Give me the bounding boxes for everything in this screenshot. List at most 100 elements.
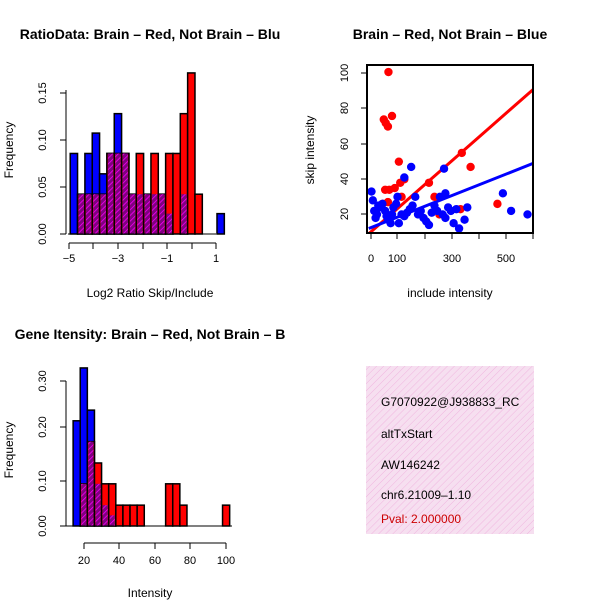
c3-blue-bar-0 xyxy=(72,420,81,527)
scatter-blue-point-38 xyxy=(454,224,464,233)
ratio-histogram-x-ticks: −5 −3 −1 1 xyxy=(63,243,219,265)
scatter-y-ticks: 20 40 60 80 100 xyxy=(339,64,367,220)
scatter-ylabel: skip intensity xyxy=(303,116,317,185)
c3-overlap-bar-2 xyxy=(88,441,94,526)
gene-y-tick-label-1: 0.10 xyxy=(37,470,49,491)
scatter-x-ticks: 0 100 300 500 xyxy=(368,233,534,265)
gene-x-tick-label-3: 80 xyxy=(184,555,196,567)
c3-red-bar-5 xyxy=(115,504,124,527)
gene-y-tick-label-3: 0.30 xyxy=(37,370,49,391)
scatter-blue-point-1 xyxy=(368,196,378,205)
ratio-histogram-xlabel: Log2 Ratio Skip/Include xyxy=(87,286,214,300)
ratio-y-tick-label-1: 0.05 xyxy=(37,176,49,197)
scatter-blue-point-7 xyxy=(378,199,387,209)
ratio-y-tick-label-3: 0.15 xyxy=(37,82,49,103)
scatter-red-point-16 xyxy=(457,148,467,158)
c1-red-bar-16 xyxy=(194,193,204,235)
c3-red-bar-8 xyxy=(136,504,146,527)
c1-overlap-bar-7 xyxy=(122,153,128,234)
gene-x-tick-label-2: 60 xyxy=(149,555,161,567)
scatter-x-tick-label-2: 300 xyxy=(443,253,461,265)
scatter-blue-point-11 xyxy=(386,219,395,228)
c1-overlap-bar-3 xyxy=(93,194,99,234)
c1-overlap-bar-14 xyxy=(181,194,187,234)
c1-blue-bar-0 xyxy=(69,152,79,235)
scatter-blue-point-12 xyxy=(387,210,397,219)
c1-overlap-bar-12 xyxy=(159,194,165,234)
ratio-histogram-title: RatioData: Brain – Red, Not Brain – Blu xyxy=(20,26,281,42)
scatter-blue-point-45 xyxy=(498,189,508,198)
c3-red-bar-11 xyxy=(179,504,188,527)
info-panel: G7070922@J938833_RC altTxStart AW146242 … xyxy=(366,366,534,534)
scatter-blue-point-21 xyxy=(408,201,417,210)
info-pval: Pval: 2.000000 xyxy=(381,512,461,526)
scatter-blue-point-14 xyxy=(391,199,401,209)
scatter-blue-point-47 xyxy=(523,210,532,219)
ratio-y-tick-label-0: 0.00 xyxy=(37,223,49,244)
scatter-blue-points xyxy=(367,162,532,233)
scatter-red-point-3 xyxy=(383,122,393,131)
scatter-y-tick-label-3: 80 xyxy=(339,102,351,114)
scatter-red-point-5 xyxy=(394,157,404,166)
scatter-red-point-17 xyxy=(466,162,475,172)
c1-blue-bar-15 xyxy=(216,212,226,235)
info-accession: AW146242 xyxy=(381,458,440,472)
scatter-blue-point-41 xyxy=(439,164,449,173)
scatter-blue-point-46 xyxy=(506,206,516,216)
scatter-blue-point-43 xyxy=(441,189,450,198)
gene-histogram-title: Gene Itensity: Brain – Red, Not Brain – … xyxy=(15,326,286,342)
info-location: chr6.21009–1.10 xyxy=(381,488,471,502)
ratio-histogram-ylabel: Frequency xyxy=(2,122,16,179)
scatter-blue-point-0 xyxy=(367,187,376,196)
gene-histogram-overlap-bars xyxy=(81,441,115,526)
scatter-red-point-20 xyxy=(493,199,502,209)
scatter-x-tick-label-1: 100 xyxy=(388,253,406,265)
c3-overlap-bar-1 xyxy=(81,483,87,526)
c1-overlap-bar-1 xyxy=(78,194,84,234)
c1-overlap-bar-2 xyxy=(85,194,92,234)
c3-red-bar-7 xyxy=(129,504,138,527)
scatter-y-tick-label-0: 20 xyxy=(339,208,351,220)
scatter-blue-point-36 xyxy=(449,219,458,228)
c1-overlap-bar-4 xyxy=(100,194,106,234)
scatter-title: Brain – Red, Not Brain – Blue xyxy=(353,26,548,42)
ratio-histogram-y-ticks: 0.00 0.05 0.10 0.15 xyxy=(37,82,66,245)
scatter-x-tick-label-3: 500 xyxy=(497,253,515,265)
scatter-blue-point-22 xyxy=(411,192,420,202)
intensity-scatter: Brain – Red, Not Brain – Blue 20 40 60 8… xyxy=(303,26,547,300)
gene-y-tick-label-2: 0.20 xyxy=(37,416,49,437)
c1-overlap-bar-6 xyxy=(115,153,121,234)
scatter-blue-point-33 xyxy=(441,213,450,223)
scatter-blue-point-44 xyxy=(400,173,409,182)
scatter-blue-point-39 xyxy=(460,215,469,224)
scatter-x-tick-label-0: 0 xyxy=(368,253,374,265)
c3-red-bar-9 xyxy=(164,483,174,527)
scatter-blue-point-16 xyxy=(394,219,404,228)
c1-overlap-bar-11 xyxy=(151,194,158,234)
c3-red-bar-6 xyxy=(122,504,131,527)
scatter-blue-point-4 xyxy=(372,210,382,219)
ratio-x-tick-label-1: −3 xyxy=(112,253,125,265)
scatter-red-point-4 xyxy=(387,111,397,121)
gene-y-tick-label-0: 0.00 xyxy=(37,515,49,536)
scatter-blue-fit-line xyxy=(368,162,533,230)
scatter-red-point-0 xyxy=(384,67,393,77)
c1-overlap-bar-10 xyxy=(144,194,150,234)
scatter-red-point-11 xyxy=(385,185,394,195)
scatter-plot-frame xyxy=(366,64,534,234)
c1-red-bar-15 xyxy=(186,72,196,235)
ratio-y-tick-label-2: 0.10 xyxy=(37,129,49,150)
gene-intensity-histogram: Gene Itensity: Brain – Red, Not Brain – … xyxy=(2,326,285,600)
info-event-type: altTxStart xyxy=(381,427,433,441)
c3-red-bar-12 xyxy=(221,504,231,527)
scatter-y-tick-label-2: 60 xyxy=(339,138,351,150)
ratio-histogram-overlap-bars xyxy=(78,153,187,234)
gene-x-tick-label-1: 40 xyxy=(113,555,125,567)
gene-x-tick-label-0: 20 xyxy=(78,555,90,567)
info-probe-id: G7070922@J938833_RC xyxy=(381,395,520,409)
c1-overlap-bar-5 xyxy=(107,153,114,234)
ratio-x-tick-label-2: −1 xyxy=(161,253,174,265)
scatter-blue-point-40 xyxy=(463,203,472,212)
ratio-x-tick-label-3: 1 xyxy=(213,253,219,265)
